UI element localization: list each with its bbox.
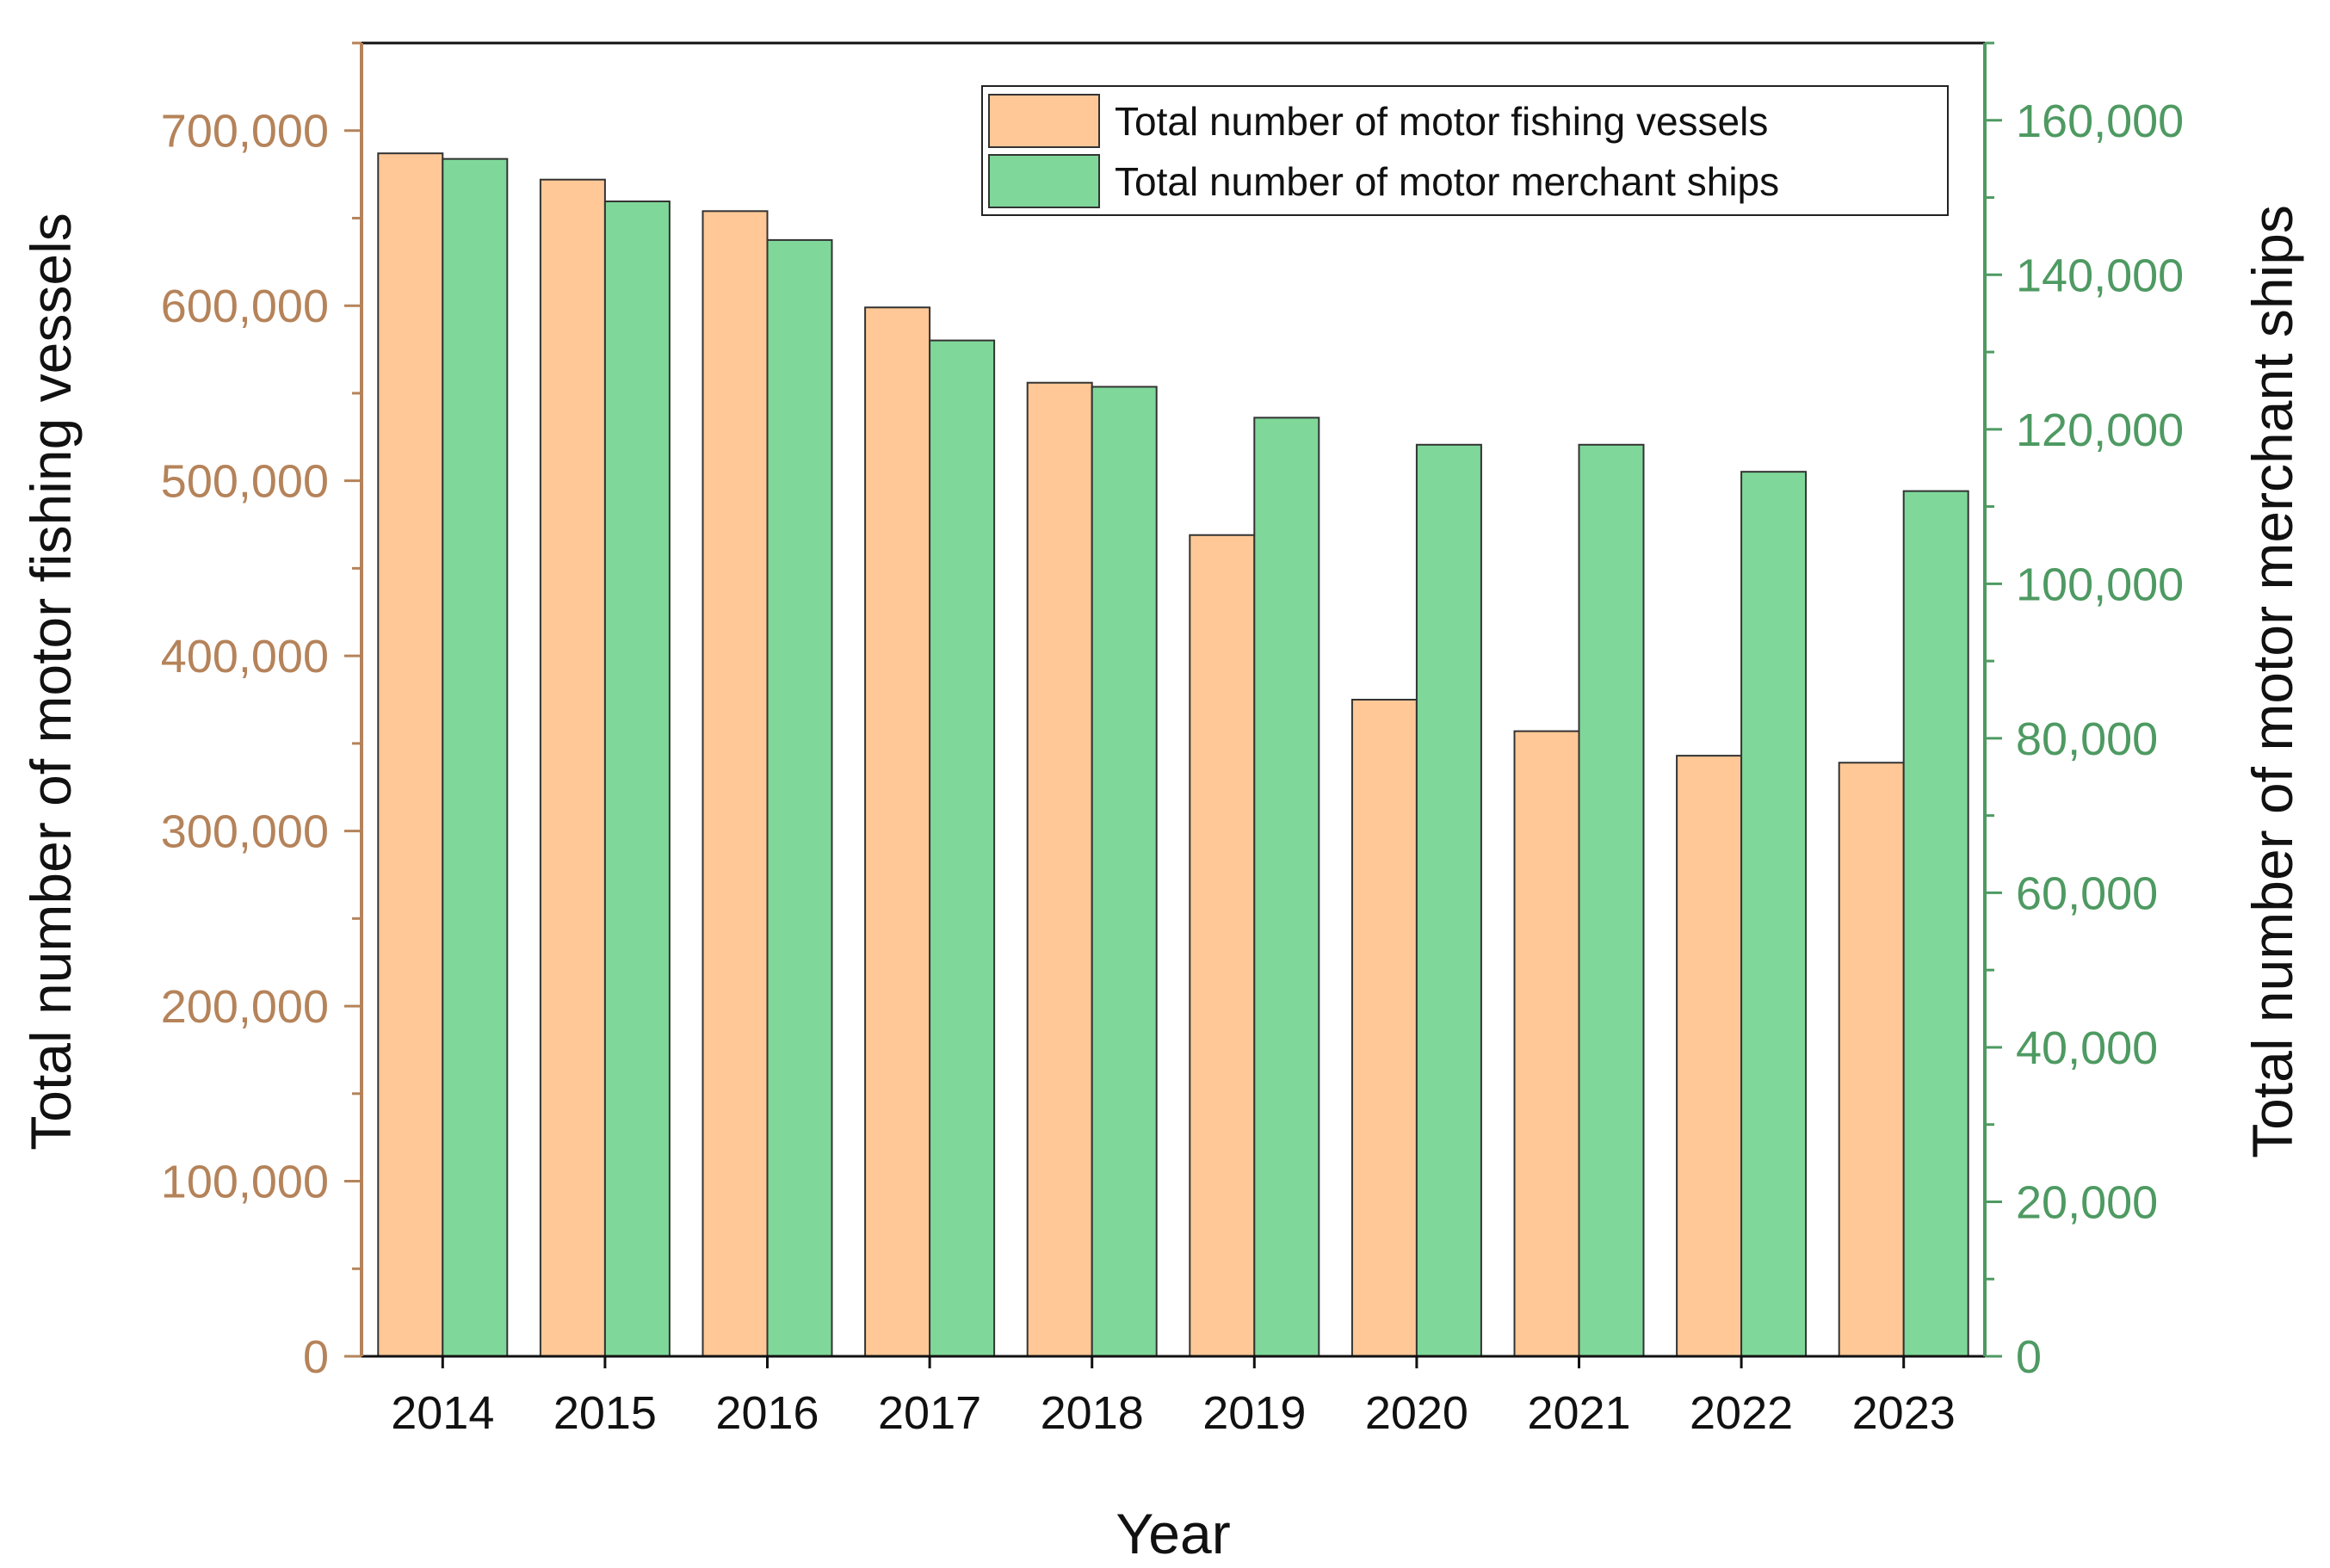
x-tick-label-2021: 2021	[1527, 1387, 1630, 1439]
y-right-tick-label: 40,000	[2016, 1022, 2158, 1074]
bar-fishing-2022	[1676, 755, 1743, 1357]
ticks-group: 2014 2015 2016 2017 2018 2019 2020 2021 2022 2023…	[161, 41, 2184, 1439]
y-axis-right-title: Total number of motor merchant ships	[2240, 205, 2304, 1158]
y-right-tick-label: 160,000	[2016, 96, 2184, 147]
y-right-tick-label: 0	[2016, 1331, 2042, 1383]
bar-merchant-2017	[929, 339, 996, 1357]
bar-merchant-2022	[1740, 471, 1808, 1357]
y-axis-left-title: Total number of motor fishing vessels	[19, 213, 83, 1150]
x-tick-label-2022: 2022	[1690, 1387, 1793, 1439]
bar-merchant-2014	[442, 157, 509, 1357]
bar-merchant-2021	[1578, 443, 1645, 1357]
legend-swatch-merchant	[988, 154, 1100, 208]
legend-label-fishing: Total number of motor fishing vessels	[1115, 99, 1768, 144]
x-tick-label-2023: 2023	[1852, 1387, 1956, 1439]
bar-fishing-2020	[1350, 699, 1418, 1357]
legend-swatch-fishing	[988, 94, 1100, 148]
x-tick-label-2020: 2020	[1365, 1387, 1468, 1439]
x-tick-label-2018: 2018	[1041, 1387, 1144, 1439]
y-left-tick-label: 0	[303, 1331, 329, 1383]
x-tick-label-2019: 2019	[1202, 1387, 1306, 1439]
bar-fishing-2015	[539, 178, 606, 1358]
bar-merchant-2015	[603, 201, 671, 1357]
bars-group	[377, 152, 1969, 1358]
y-right-tick-label: 80,000	[2016, 713, 2158, 765]
axes-group	[360, 41, 1987, 1358]
y-left-tick-label: 200,000	[161, 981, 329, 1033]
bar-merchant-2018	[1091, 386, 1158, 1358]
legend-frame	[981, 85, 1949, 216]
x-tick-label-2017: 2017	[878, 1387, 981, 1439]
y-right-tick-label: 120,000	[2016, 404, 2184, 456]
bar-fishing-2016	[701, 210, 769, 1357]
y-left-tick-label: 600,000	[161, 281, 329, 332]
bar-merchant-2020	[1415, 443, 1482, 1357]
bar-merchant-2023	[1902, 490, 1969, 1357]
bar-fishing-2021	[1513, 730, 1580, 1357]
legend-label-merchant: Total number of motor merchant ships	[1115, 159, 1779, 204]
bar-fishing-2019	[1189, 534, 1256, 1357]
bar-fishing-2023	[1838, 762, 1905, 1357]
y-left-tick-label: 500,000	[161, 456, 329, 508]
y-left-tick-label: 700,000	[161, 106, 329, 157]
bar-fishing-2017	[864, 306, 931, 1358]
x-axis-title: Year	[1116, 1502, 1230, 1565]
y-right-tick-label: 140,000	[2016, 250, 2184, 301]
legend: Total number of motor fishing vessels To…	[981, 85, 1949, 216]
y-right-tick-label: 20,000	[2016, 1176, 2158, 1228]
x-tick-label-2015: 2015	[553, 1387, 657, 1439]
y-left-tick-label: 300,000	[161, 806, 329, 858]
bar-merchant-2016	[766, 238, 833, 1357]
x-tick-label-2014: 2014	[391, 1387, 494, 1439]
x-tick-label-2016: 2016	[715, 1387, 819, 1439]
y-right-tick-label: 60,000	[2016, 867, 2158, 919]
y-right-tick-label: 100,000	[2016, 559, 2184, 610]
y-left-tick-label: 100,000	[161, 1157, 329, 1208]
bar-merchant-2019	[1253, 417, 1320, 1358]
y-left-tick-label: 400,000	[161, 631, 329, 682]
bar-fishing-2018	[1026, 381, 1093, 1357]
bar-fishing-2014	[377, 152, 444, 1358]
